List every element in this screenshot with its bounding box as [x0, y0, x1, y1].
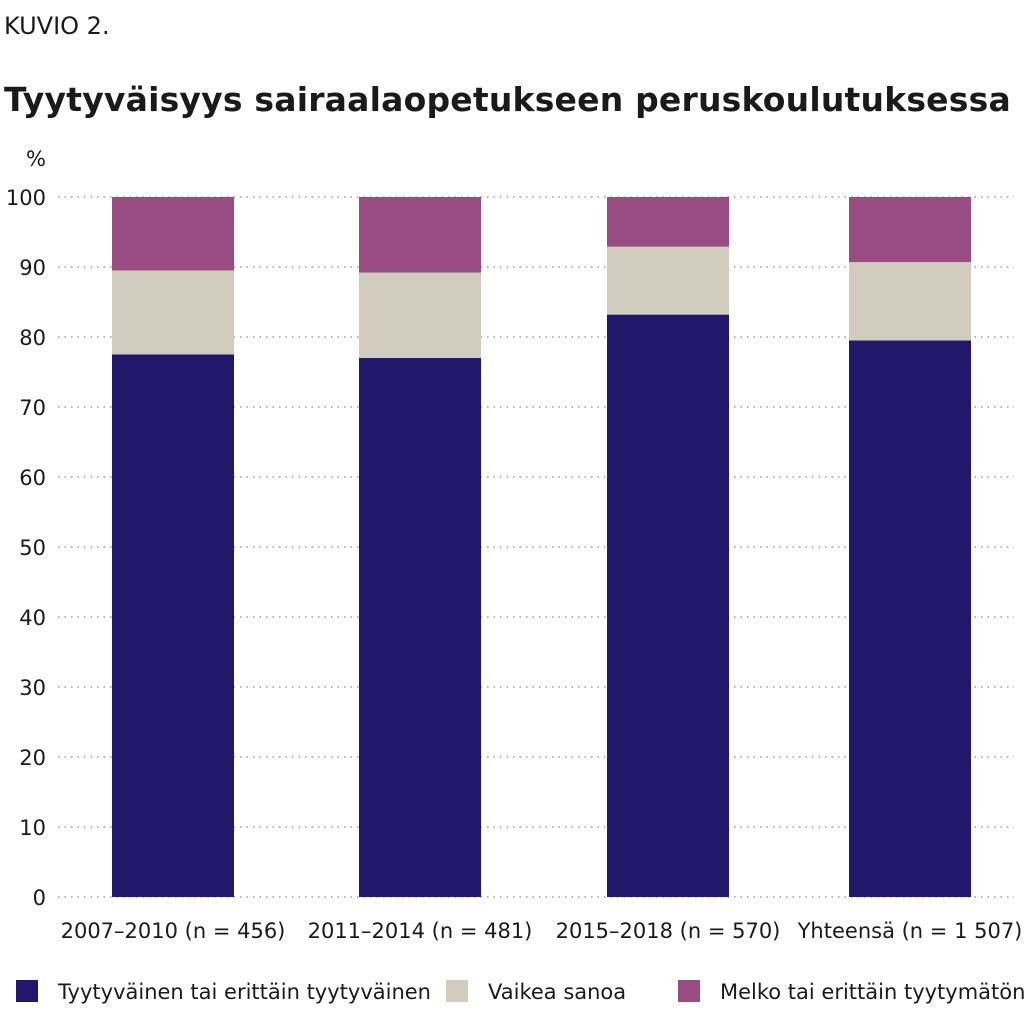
chart-title: Tyytyväisyys sairaalaopetukseen peruskou… [4, 80, 1011, 119]
bar-segment [359, 272, 481, 358]
y-tick-label: 20 [19, 746, 46, 770]
bar-segment [849, 340, 971, 897]
bar-segment [849, 262, 971, 341]
legend-label: Melko tai erittäin tyytymätön [720, 980, 1024, 1004]
bar-segment [849, 197, 971, 263]
y-tick-label: 70 [19, 396, 46, 420]
bar-segment [607, 246, 729, 315]
x-tick-label: 2015–2018 (n = 570) [556, 919, 781, 943]
y-tick-label: 60 [19, 466, 46, 490]
bar-segment [359, 197, 481, 273]
y-tick-label: 100 [6, 186, 46, 210]
bar-segment [359, 358, 481, 897]
x-tick-label: 2011–2014 (n = 481) [308, 919, 533, 943]
legend-swatch [678, 980, 700, 1002]
bar-segment [607, 314, 729, 898]
bar-segment [112, 270, 234, 355]
legend-swatch [16, 980, 38, 1002]
bars [112, 197, 971, 898]
bar-segment [112, 354, 234, 897]
bar-segment [112, 197, 234, 271]
y-tick-label: 10 [19, 816, 46, 840]
legend-label: Vaikea sanoa [488, 980, 626, 1004]
y-tick-label: 30 [19, 676, 46, 700]
y-tick-label: 90 [19, 256, 46, 280]
x-axis-labels: 2007–2010 (n = 456) 2011–2014 (n = 481) 20… [61, 919, 1023, 943]
y-axis-ticks: 0 10 20 30 40 50 60 70 80 90 100 [6, 186, 46, 910]
bar-segment [607, 197, 729, 247]
legend: Tyytyväinen tai erittäin tyytyväinen Vaik… [16, 980, 1024, 1004]
y-tick-label: 50 [19, 536, 46, 560]
y-tick-label: 0 [33, 886, 46, 910]
x-tick-label: Yhteensä (n = 1 507) [797, 919, 1023, 943]
figure-label: KUVIO 2. [4, 12, 110, 40]
legend-swatch [446, 980, 468, 1002]
y-axis-label: % [26, 147, 46, 171]
legend-label: Tyytyväinen tai erittäin tyytyväinen [57, 980, 431, 1004]
y-tick-label: 80 [19, 326, 46, 350]
y-tick-label: 40 [19, 606, 46, 630]
x-tick-label: 2007–2010 (n = 456) [61, 919, 286, 943]
